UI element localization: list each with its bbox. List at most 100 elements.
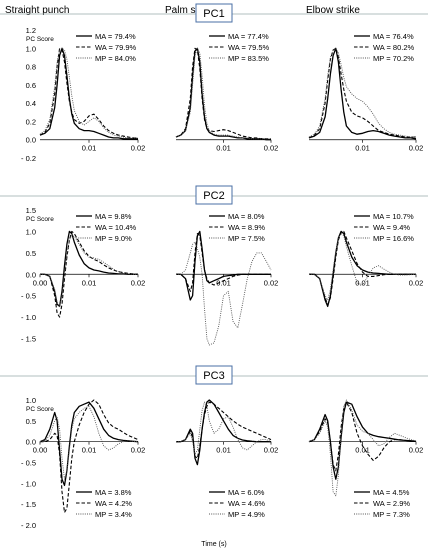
- series-line-ma: [176, 230, 271, 301]
- series-line-mp: [176, 401, 272, 455]
- legend-entry-mp: MP = 4.9%: [228, 510, 265, 519]
- pc-label: PC1: [203, 8, 224, 20]
- y-axis-label: PC Score: [26, 36, 54, 43]
- y-tick-label: - 1.5: [21, 500, 36, 509]
- panel-pc3-0: 0.00 0.01 0.02 - 2.0 - 1.5 - 1.0 - 0.5 0.0 0.5 1.…: [21, 396, 145, 530]
- y-tick-label: 1.0: [26, 227, 36, 236]
- x-tick-label: 0.01: [355, 144, 370, 153]
- series-line-mp: [308, 47, 416, 138]
- legend-entry-ma: MA = 76.4%: [373, 32, 414, 41]
- y-tick-label: - 1.5: [21, 335, 36, 344]
- series-line-mp: [176, 241, 272, 346]
- panel-pc2-2: 0.01 0.02 MA = 10.7% WA = 9.4% MP = 16.6%: [309, 212, 424, 308]
- x-tick-label: 0.02: [409, 446, 424, 455]
- y-tick-label: 0.5: [26, 249, 36, 258]
- y-tick-label: - 1.0: [21, 479, 36, 488]
- panel-pc3-1: 0.01 0.02 MA = 6.0% WA = 4.6% MP = 4.9%: [176, 399, 279, 519]
- series-line-ma: [308, 401, 417, 480]
- legend-entry-mp: MP = 3.4%: [95, 510, 132, 519]
- legend-entry-wa: WA = 8.9%: [228, 223, 265, 232]
- series-line-wa: [40, 399, 139, 514]
- series-line-wa: [175, 47, 271, 140]
- legend-entry-mp: MP = 9.0%: [95, 234, 132, 243]
- x-tick-label: 0.02: [264, 446, 279, 455]
- series-line-wa: [176, 401, 272, 459]
- series-line-mp: [39, 47, 138, 139]
- column-title: Elbow strike: [306, 5, 360, 16]
- y-tick-label: - 1.0: [21, 313, 36, 322]
- y-tick-label: 0.0: [26, 270, 36, 279]
- legend-entry-wa: WA = 79.5%: [228, 43, 270, 52]
- series-line-wa: [308, 401, 417, 472]
- legend-entry-wa: WA = 80.2%: [373, 43, 415, 52]
- series-line-wa: [308, 47, 416, 139]
- y-tick-label: - 0.2: [21, 154, 36, 163]
- panel-pc1-1: 0.01 0.02 MA = 77.4% WA = 79.5% MP = 83.5%: [175, 32, 279, 153]
- legend-entry-ma: MA = 9.8%: [95, 212, 132, 221]
- x-tick-label: 0.01: [216, 446, 231, 455]
- legend-entry-mp: MP = 83.5%: [228, 54, 269, 63]
- y-tick-label: 0.4: [26, 99, 36, 108]
- legend-entry-wa: WA = 4.6%: [228, 499, 265, 508]
- pc-label-box: [195, 3, 233, 23]
- legend-entry-ma: MA = 79.4%: [95, 32, 136, 41]
- y-axis-label: PC Score: [26, 406, 54, 413]
- x-tick-label: 0.02: [264, 278, 279, 287]
- x-tick-label: 0.02: [409, 144, 424, 153]
- x-tick-label: 0.02: [409, 278, 424, 287]
- panel-pc3-2: 0.01 0.02 MA = 4.5% WA = 2.9% MP = 7.3%: [308, 399, 424, 519]
- x-tick-label: 0.01: [82, 446, 97, 455]
- pc-label: PC3: [203, 370, 224, 382]
- series-line-wa: [176, 233, 271, 292]
- legend-entry-ma: MA = 10.7%: [373, 212, 414, 221]
- x-tick-label: 0.01: [216, 144, 231, 153]
- x-tick-label: 0.00: [33, 278, 48, 287]
- column-title: Palm strike: [165, 5, 215, 16]
- y-tick-label: 1.2: [26, 26, 36, 35]
- legend-entry-wa: WA = 79.9%: [95, 43, 137, 52]
- x-tick-label: 0.01: [355, 446, 370, 455]
- legend-entry-mp: MP = 7.3%: [373, 510, 410, 519]
- legend-entry-wa: WA = 10.4%: [95, 223, 137, 232]
- y-tick-label: 0.8: [26, 63, 36, 72]
- series-line-wa: [39, 47, 138, 139]
- y-tick-label: 0.5: [26, 417, 36, 426]
- y-tick-label: - 2.0: [21, 521, 36, 530]
- legend-entry-mp: MP = 16.6%: [373, 234, 414, 243]
- legend-entry-mp: MP = 70.2%: [373, 54, 414, 63]
- y-tick-label: 1.0: [26, 44, 36, 53]
- x-tick-label: 0.02: [131, 144, 146, 153]
- x-tick-label: 0.02: [264, 144, 279, 153]
- y-axis-label: PC Score: [26, 216, 54, 223]
- y-tick-label: 0.6: [26, 81, 36, 90]
- legend-entry-ma: MA = 8.0%: [228, 212, 265, 221]
- pc-label: PC2: [203, 190, 224, 202]
- y-tick-label: 0.0: [26, 136, 36, 145]
- x-axis-label: Time (s): [201, 541, 226, 548]
- legend-entry-mp: MP = 84.0%: [95, 54, 136, 63]
- x-tick-label: 0.02: [131, 446, 146, 455]
- pc-label-box: [195, 185, 233, 205]
- legend-entry-ma: MA = 3.8%: [95, 488, 132, 497]
- y-tick-label: 0.0: [26, 438, 36, 447]
- legend-entry-mp: MP = 7.5%: [228, 234, 265, 243]
- column-title: Straight punch: [5, 5, 70, 16]
- y-tick-label: 1.5: [26, 206, 36, 215]
- series-line-ma: [39, 47, 138, 140]
- legend-entry-wa: WA = 2.9%: [373, 499, 410, 508]
- x-tick-label: 0.01: [82, 278, 97, 287]
- panel-pc2-0: 0.00 0.01 0.02 - 1.5 - 1.0 - 0.5 0.0 0.5 1.0 1.5 M…: [21, 206, 145, 344]
- y-tick-label: 0.2: [26, 117, 36, 126]
- legend-entry-wa: WA = 4.2%: [95, 499, 132, 508]
- panel-pc1-0: 0.01 0.02 - 0.2 0.0 0.2 0.4 0.6 0.8 1.0 1.2 MA = 7…: [21, 26, 145, 163]
- series-line-ma: [40, 230, 138, 308]
- series-line-wa: [309, 230, 416, 305]
- y-tick-label: 1.0: [26, 396, 36, 405]
- series-line-mp: [175, 47, 271, 140]
- x-tick-label: 0.02: [131, 278, 146, 287]
- y-tick-label: - 0.5: [21, 459, 36, 468]
- panel-pc2-1: 0.01 0.02 MA = 8.0% WA = 8.9% MP = 7.5%: [176, 212, 279, 346]
- legend-entry-ma: MA = 77.4%: [228, 32, 269, 41]
- x-tick-label: 0.00: [33, 446, 48, 455]
